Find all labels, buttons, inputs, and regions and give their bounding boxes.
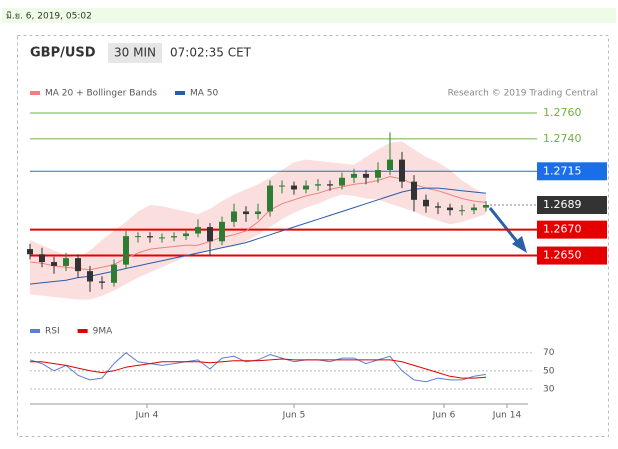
- candle-body: [351, 173, 357, 178]
- candle-body: [459, 210, 465, 212]
- candle-body: [423, 199, 429, 207]
- date-bar: [2, 8, 616, 23]
- x-tick-label: Jun 6: [432, 411, 456, 421]
- candle-body: [159, 237, 165, 239]
- candle-body: [483, 205, 489, 208]
- candle-body: [219, 221, 225, 242]
- candle-body: [135, 236, 141, 238]
- candle-body: [87, 271, 93, 282]
- date: มิ.ย. 6, 2019, 05:02: [6, 11, 92, 22]
- legend-swatch: [30, 329, 40, 333]
- level-box: [537, 196, 607, 214]
- legend-label: 9MA: [93, 327, 113, 337]
- level-label: 1.2670: [543, 223, 582, 236]
- candle-body: [363, 173, 369, 178]
- candle-body: [75, 258, 81, 272]
- level-box: [537, 162, 607, 181]
- ma-line: [29, 175, 487, 271]
- level-label: 1.2715: [543, 164, 582, 177]
- legend-label: MA 20 + Bollinger Bands: [45, 89, 157, 99]
- level-label: 1.2760: [543, 106, 582, 119]
- interval-box: [108, 43, 162, 63]
- x-tick-label: Jun 4: [135, 411, 159, 421]
- candle-body: [291, 185, 297, 190]
- y-tick-label: 30: [543, 384, 555, 394]
- time: 07:02:35 CET: [170, 46, 252, 60]
- candle-body: [279, 185, 285, 187]
- candle-body: [27, 249, 33, 255]
- candle-body: [387, 159, 393, 170]
- candle-body: [303, 185, 309, 190]
- candle-body: [399, 159, 405, 182]
- legend-label: MA 50: [190, 89, 219, 99]
- indicator-line: [30, 358, 487, 379]
- candle-body: [315, 184, 321, 186]
- candle-body: [195, 227, 201, 234]
- candle-body: [183, 233, 189, 237]
- symbol: GBP/USD: [30, 46, 96, 61]
- level-box: [537, 220, 607, 239]
- level-label: 1.2740: [543, 132, 582, 145]
- interval: 30 MIN: [114, 46, 156, 60]
- forecast-arrowhead: [512, 236, 527, 253]
- candle-body: [123, 236, 129, 265]
- candle-body: [51, 262, 57, 266]
- candle-body: [267, 185, 273, 212]
- candle-body: [243, 211, 249, 215]
- credit: Research © 2019 Trading Central: [448, 89, 598, 99]
- candle-body: [171, 236, 177, 238]
- candle-body: [255, 211, 261, 215]
- candle-body: [207, 227, 213, 242]
- frame: [17, 35, 609, 437]
- x-tick-label: Jun 14: [492, 411, 522, 421]
- forecast-arrow: [488, 207, 521, 245]
- y-tick-label: 50: [543, 366, 555, 376]
- legend-swatch: [175, 91, 185, 95]
- candle-body: [231, 211, 237, 222]
- legend-swatch: [77, 329, 88, 333]
- indicator-line: [29, 352, 487, 383]
- legend-swatch: [30, 91, 40, 95]
- legend-label: RSI: [45, 327, 60, 337]
- bollinger-band: [30, 141, 486, 300]
- candle-body: [375, 170, 381, 178]
- level-label: 1.2689: [543, 198, 582, 211]
- y-tick-label: 70: [543, 348, 555, 358]
- candle-body: [63, 258, 69, 266]
- candle-body: [147, 236, 153, 238]
- candle-body: [435, 206, 441, 208]
- candle-body: [99, 281, 105, 283]
- candle-body: [327, 184, 333, 186]
- candle-body: [471, 207, 477, 211]
- level-box: [537, 246, 607, 265]
- x-tick-label: Jun 5: [282, 411, 306, 421]
- candle-body: [411, 181, 417, 200]
- level-label: 1.2650: [543, 249, 582, 262]
- ma-line: [29, 187, 487, 285]
- candle-body: [111, 264, 117, 283]
- candle-body: [39, 254, 45, 263]
- candle-body: [447, 207, 453, 211]
- candle-body: [339, 177, 345, 186]
